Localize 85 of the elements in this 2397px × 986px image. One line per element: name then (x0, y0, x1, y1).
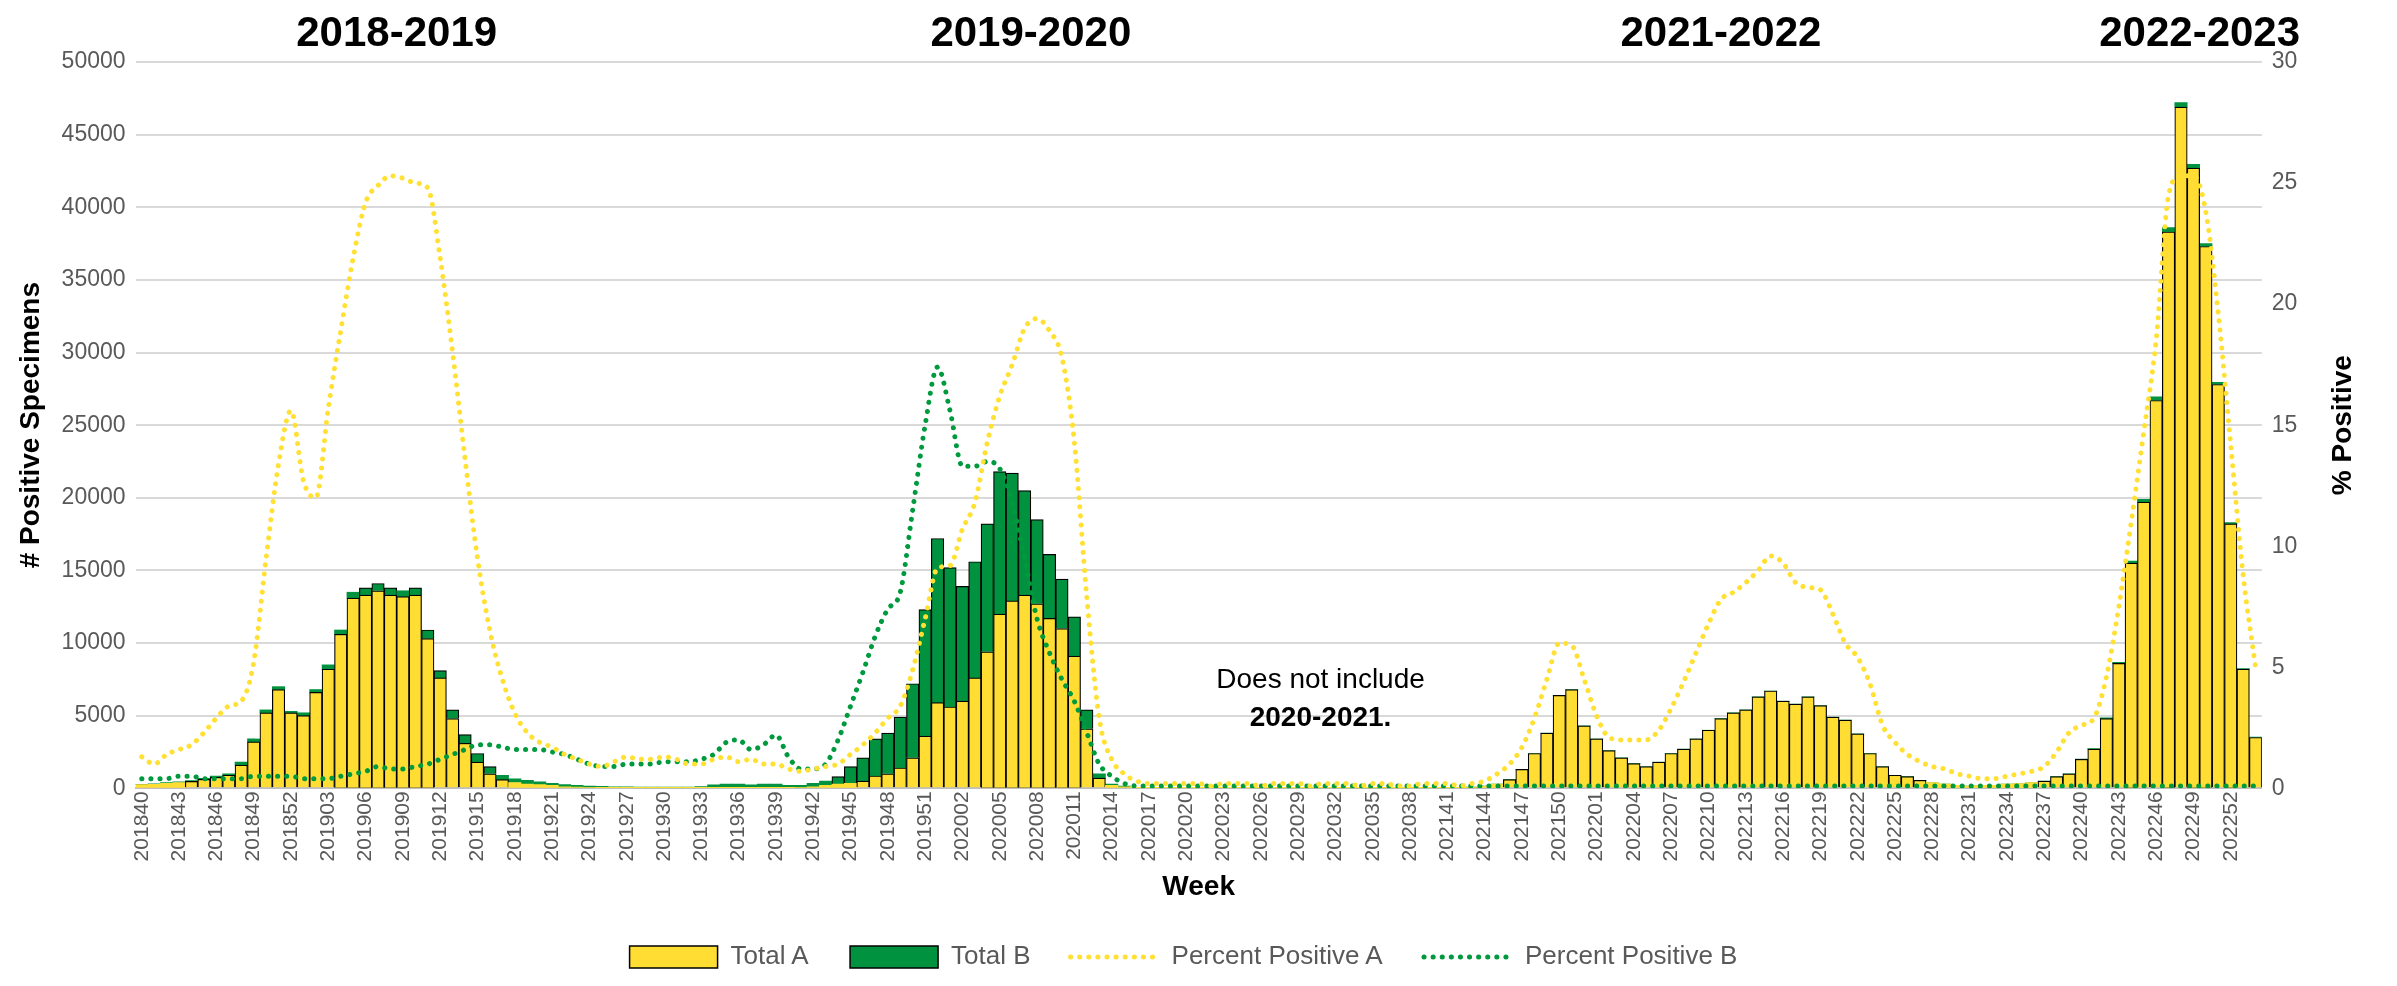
y2-tick-label: 15 (2271, 410, 2298, 437)
x-tick-label: 202228 (1919, 791, 1943, 862)
y2-axis-title: % Positive (2325, 355, 2357, 496)
y-axis-title: # Positive Specimens (13, 281, 45, 569)
x-tick-label: 201921 (538, 791, 562, 862)
y-tick-label: 15000 (61, 555, 126, 582)
x-tick-label: 201849 (240, 791, 264, 862)
x-tick-label: 201915 (464, 791, 488, 862)
x-tick-label: 202249 (2180, 791, 2204, 862)
x-tick-label: 202237 (2031, 791, 2055, 862)
y-tick-label: 30000 (61, 337, 126, 364)
x-tick-label: 202252 (2217, 791, 2241, 862)
x-tick-label: 202201 (1583, 791, 1607, 862)
x-tick-label: 201843 (165, 791, 189, 862)
x-tick-label: 201951 (911, 791, 935, 862)
x-tick-label: 202141 (1434, 791, 1458, 862)
x-tick-label: 202147 (1508, 791, 1532, 862)
x-tick-label: 202020 (1173, 791, 1197, 862)
y-tick-label: 25000 (61, 410, 126, 437)
x-tick-label: 201924 (576, 791, 600, 862)
x-tick-label: 202216 (1769, 791, 1793, 862)
x-tick-label: 201948 (874, 791, 898, 862)
x-tick-label: 201903 (315, 791, 339, 862)
annotation: Does not include 2020-2021. (1216, 662, 1425, 732)
x-tick-label: 202243 (2105, 791, 2129, 862)
x-tick-label: 202246 (2142, 791, 2166, 862)
text: 2019-2020 (930, 7, 1132, 55)
x-tick-label: 202234 (1993, 791, 2017, 862)
x-tick-label: 201933 (688, 791, 712, 862)
text: 2021-2022 (1620, 7, 1822, 55)
x-tick-label: 202213 (1732, 791, 1756, 862)
x-tick-label: 202002 (949, 791, 973, 862)
legend-label: Total B (951, 940, 1031, 971)
legend-label: Percent Positive A (1171, 940, 1384, 971)
x-tick-label: 201930 (650, 791, 674, 862)
x-tick-label: 201906 (352, 791, 376, 862)
y2-tick-label: 10 (2271, 531, 2298, 558)
y-tick-label: 5000 (74, 701, 126, 728)
x-tick-label: 201852 (277, 791, 301, 862)
x-tick-label: 202231 (1956, 791, 1980, 862)
x-tick-label: 202225 (1881, 791, 1905, 862)
x-tick-label: 202023 (1210, 791, 1234, 862)
x-tick-label: 201912 (426, 791, 450, 862)
y2-tick-label: 5 (2271, 652, 2285, 679)
y-tick-label: 45000 (61, 119, 126, 146)
x-axis-title: Week (1162, 869, 1236, 901)
legend-label: Percent Positive B (1524, 940, 1738, 971)
x-tick-label: 202011 (1061, 791, 1085, 860)
x-tick-label: 201909 (389, 791, 413, 862)
y-tick-label: 20000 (61, 483, 126, 510)
y-tick-label: 10000 (61, 628, 126, 655)
x-tick-label: 202038 (1396, 791, 1420, 862)
x-tick-label: 201927 (613, 791, 637, 862)
x-tick-label: 202240 (2068, 791, 2092, 862)
y2-tick-label: 25 (2271, 168, 2298, 195)
x-tick-label: 202008 (1023, 791, 1047, 862)
y2-tick-label: 20 (2271, 289, 2298, 316)
x-tick-label: 202210 (1695, 791, 1719, 862)
y-tick-label: 0 (112, 773, 126, 800)
y-tick-label: 50000 (61, 47, 126, 74)
x-tick-label: 202032 (1322, 791, 1346, 862)
x-tick-label: 201918 (501, 791, 525, 862)
y-tick-label: 35000 (61, 265, 126, 292)
x-tick-label: 201945 (837, 791, 861, 862)
x-tick-label: 202150 (1546, 791, 1570, 862)
x-tick-label: 202029 (1284, 791, 1308, 862)
x-tick-label: 201936 (725, 791, 749, 862)
x-tick-label: 201840 (128, 791, 152, 862)
text: 2018-2019 (296, 7, 498, 55)
x-tick-label: 202222 (1844, 791, 1868, 862)
x-tick-label: 202026 (1247, 791, 1271, 862)
x-tick-label: 201846 (203, 791, 227, 862)
x-tick-label: 202207 (1657, 791, 1681, 862)
x-tick-label: 202017 (1135, 791, 1159, 862)
x-tick-label: 202144 (1471, 791, 1495, 862)
x-tick-label: 202219 (1807, 791, 1831, 862)
x-tick-label: 202014 (1098, 791, 1122, 862)
x-tick-label: 201939 (762, 791, 786, 862)
y-tick-label: 40000 (61, 192, 126, 219)
x-tick-label: 201942 (800, 791, 824, 862)
y2-tick-label: 0 (2271, 773, 2285, 800)
legend-label: Total A (730, 940, 810, 971)
x-tick-label: 202005 (986, 791, 1010, 862)
x-tick-label: 202204 (1620, 791, 1644, 862)
x-tick-label: 202035 (1359, 791, 1383, 862)
